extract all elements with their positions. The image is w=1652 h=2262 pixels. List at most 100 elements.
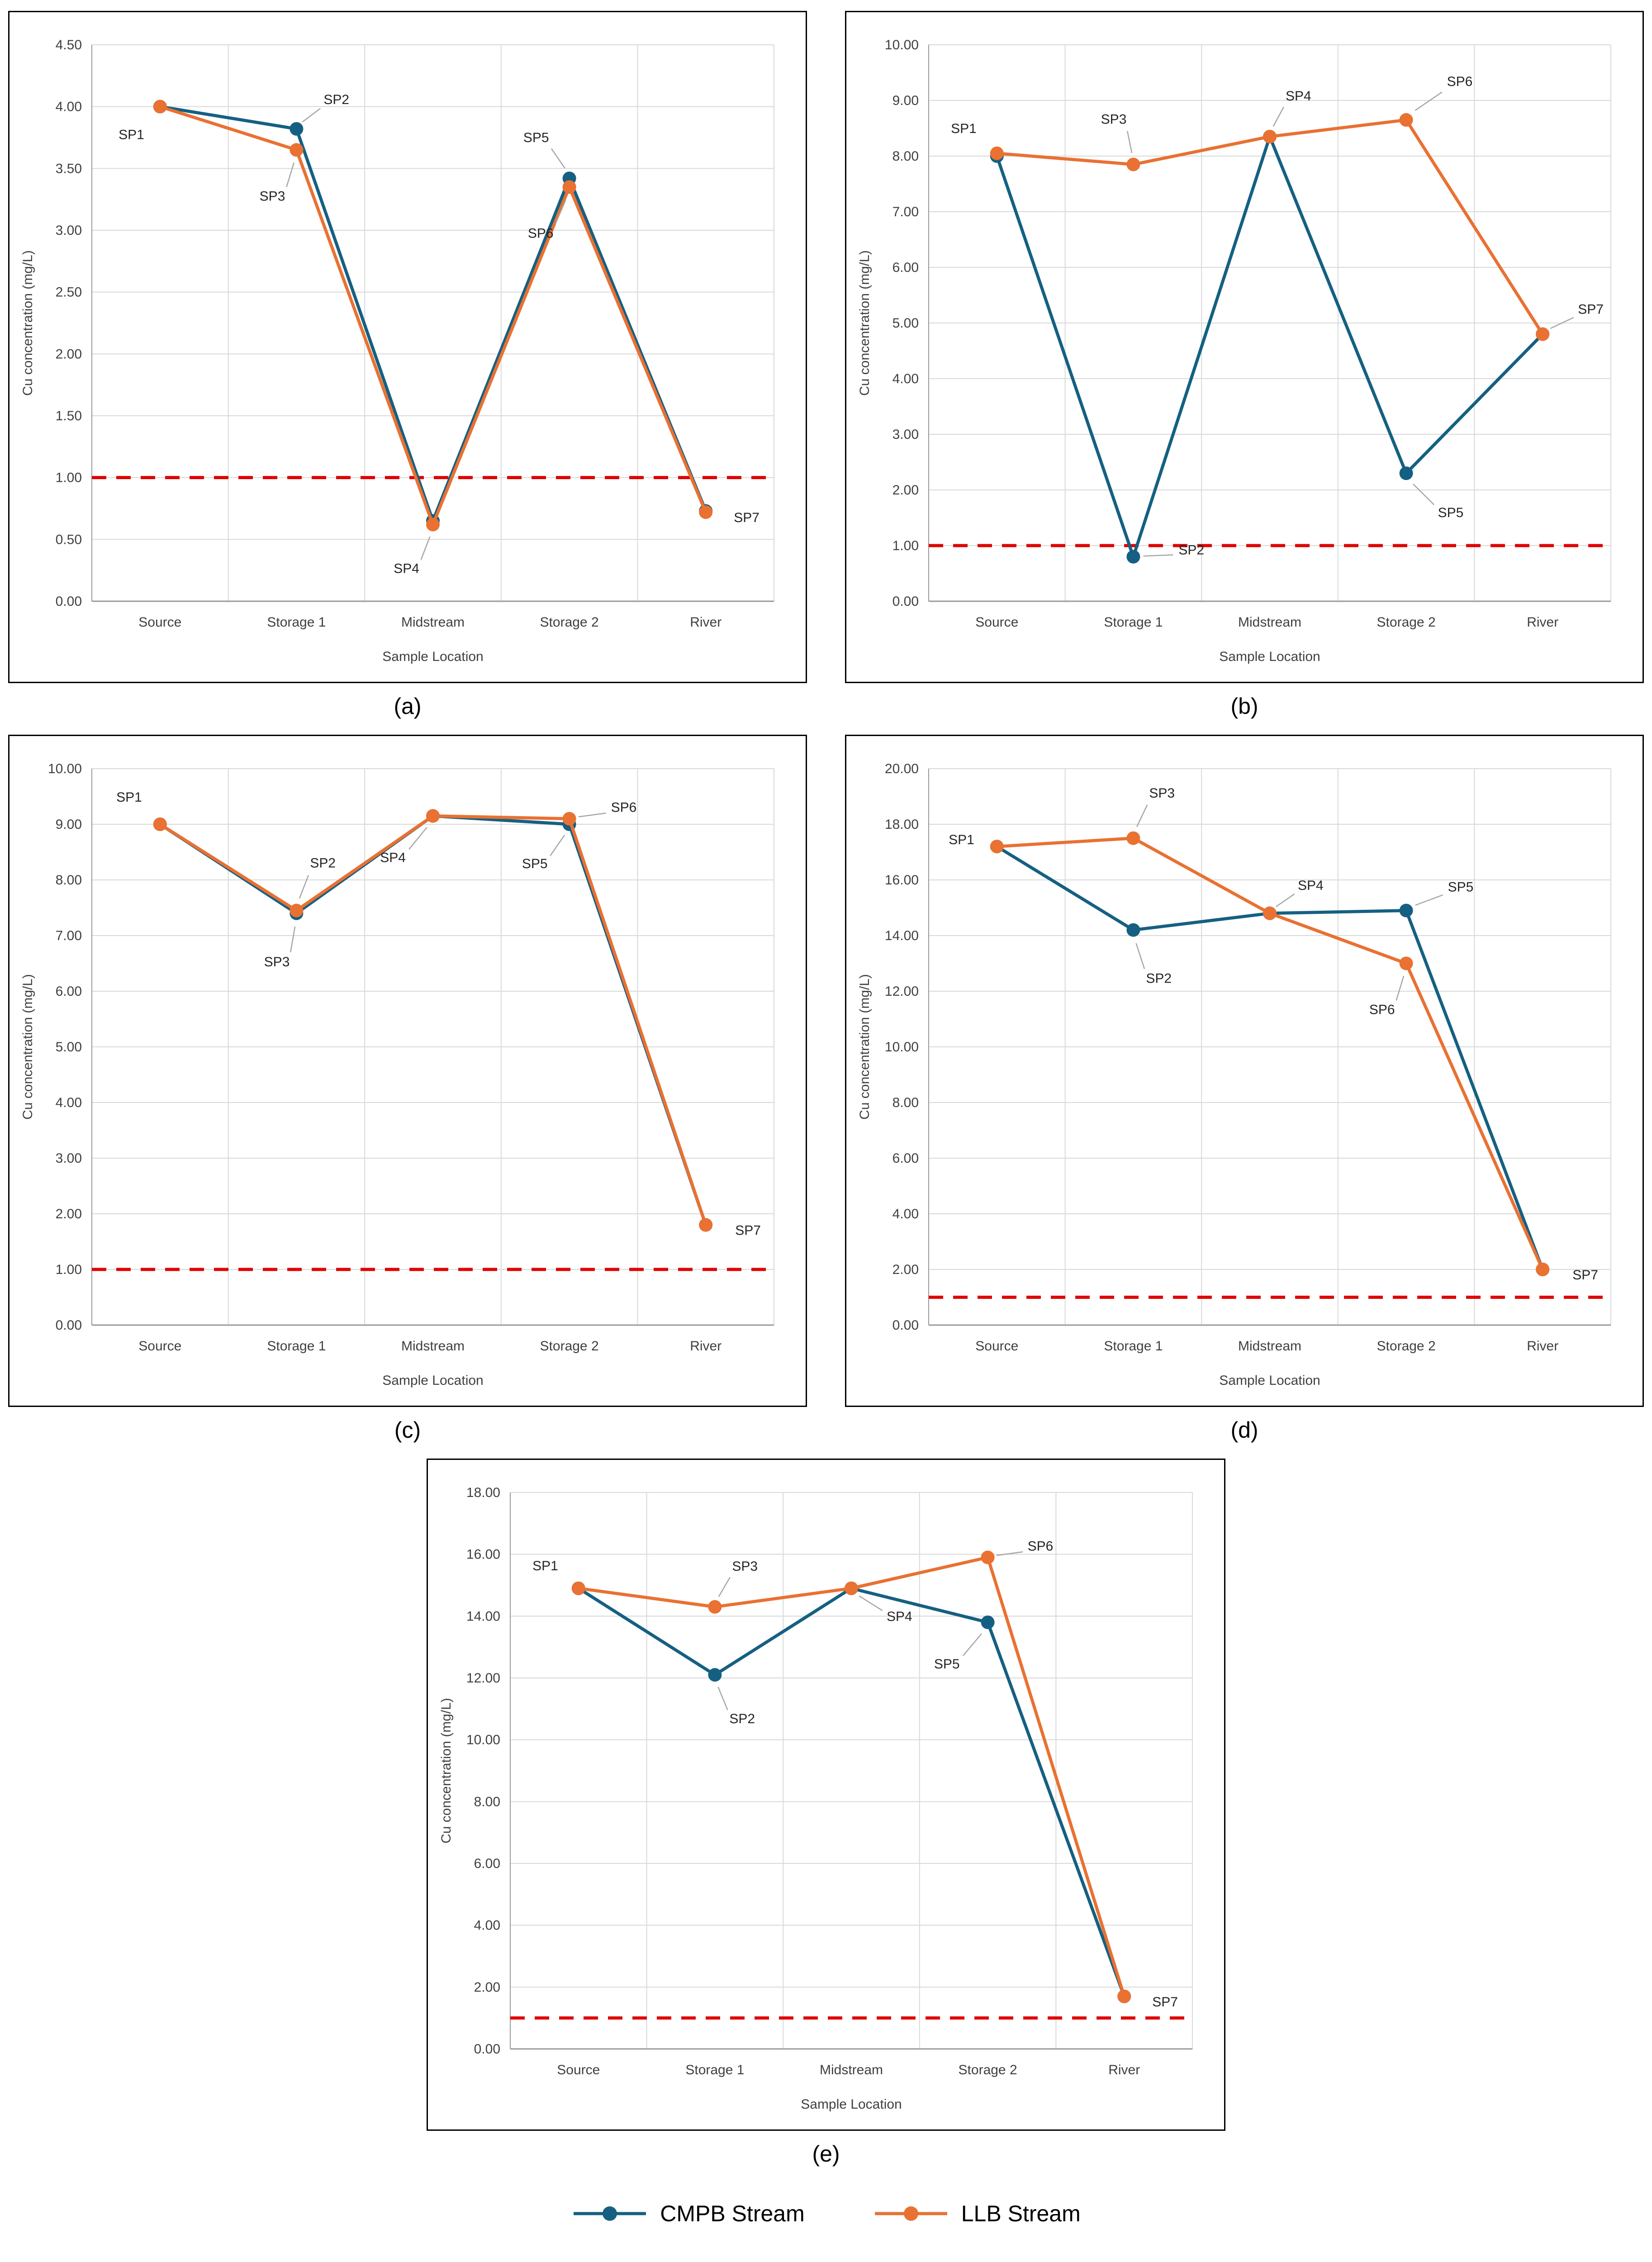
svg-text:Storage 1: Storage 1 [1104,615,1163,630]
svg-text:SP2: SP2 [323,92,349,107]
svg-text:10.00: 10.00 [885,1040,919,1055]
svg-text:SP4: SP4 [887,1609,912,1624]
llb-line-icon [874,2206,947,2221]
chart-b-plot: 0.00 1.00 2.00 3.00 4.00 5.00 6.00 7.00 8.00 9.00… [857,38,1611,664]
svg-text:6.00: 6.00 [892,260,919,275]
svg-text:SP2: SP2 [1146,971,1172,986]
svg-text:SP1: SP1 [949,832,974,847]
svg-text:SP4: SP4 [380,851,406,865]
svg-text:12.00: 12.00 [466,1671,500,1686]
caption-e: (e) [812,2141,840,2167]
svg-text:Storage 1: Storage 1 [1104,1339,1163,1354]
svg-text:6.00: 6.00 [56,984,82,999]
figure-c: 0.00 1.00 2.00 3.00 4.00 5.00 6.00 7.00 8.00 9.00… [8,735,807,1407]
svg-text:8.00: 8.00 [892,149,919,164]
svg-text:0.50: 0.50 [56,532,82,547]
y-axis-title: Cu concentration (mg/L) [20,250,35,396]
x-category-labels: Source Storage 1 Midstream Storage 2 River [138,1339,722,1354]
svg-text:3.50: 3.50 [56,161,82,176]
chart-row-2: 0.00 1.00 2.00 3.00 4.00 5.00 6.00 7.00 8.00 9.00… [0,735,1652,1459]
svg-text:Storage 2: Storage 2 [959,2062,1017,2077]
svg-text:1.00: 1.00 [56,1262,82,1277]
svg-text:Midstream: Midstream [401,615,465,630]
axes [91,45,774,602]
x-axis-title: Sample Location [382,1373,483,1388]
svg-text:SP6: SP6 [611,800,637,815]
y-tick-labels: 0.00 1.00 2.00 3.00 4.00 5.00 6.00 7.00 8.00 9.00… [885,38,919,609]
svg-text:9.00: 9.00 [56,817,82,832]
x-axis-title: Sample Location [1219,1373,1320,1388]
figure-col-c: 0.00 1.00 2.00 3.00 4.00 5.00 6.00 7.00 8.00 9.00… [8,735,807,1459]
svg-text:Storage 2: Storage 2 [540,1339,599,1354]
svg-text:SP7: SP7 [735,1223,761,1238]
svg-text:2.00: 2.00 [56,1207,82,1221]
x-axis-title: Sample Location [382,649,483,664]
svg-text:SP7: SP7 [1152,1995,1178,2010]
figure-b: 0.00 1.00 2.00 3.00 4.00 5.00 6.00 7.00 8.00 9.00… [845,11,1644,683]
svg-text:3.00: 3.00 [56,223,82,238]
point-annotations: SP1 SP3 SP2 SP4 SP6 SP5 SP7 [951,74,1604,558]
figure-a: 0.00 0.50 1.00 1.50 2.00 2.50 3.00 3.50 4.00 4.50… [8,11,807,683]
svg-text:SP3: SP3 [1149,786,1175,801]
x-category-labels: Source Storage 1 Midstream Storage 2 River [975,1339,1558,1354]
chart-d-plot: 0.00 2.00 4.00 6.00 8.00 10.00 12.00 14.00 16.00… [857,761,1611,1388]
svg-text:Midstream: Midstream [1238,615,1301,630]
y-tick-labels: 0.00 2.00 4.00 6.00 8.00 10.00 12.00 14.00 16.00… [466,1485,500,2057]
y-tick-labels: 0.00 2.00 4.00 6.00 8.00 10.00 12.00 14.00 16.00… [885,761,919,1333]
svg-text:4.00: 4.00 [56,100,82,114]
svg-text:SP6: SP6 [1028,1539,1054,1554]
y-tick-labels: 0.00 1.00 2.00 3.00 4.00 5.00 6.00 7.00 8.00 9.00… [48,761,82,1333]
svg-text:1.50: 1.50 [56,409,82,423]
legend: CMPB Stream LLB Stream [0,2200,1652,2227]
x-category-labels: Source Storage 1 Midstream Storage 2 River [975,615,1558,630]
chart-a-plot: 0.00 0.50 1.00 1.50 2.00 2.50 3.00 3.50 4.00 4.50… [20,38,774,664]
svg-text:SP4: SP4 [1286,89,1311,104]
gridlines [510,1492,1193,2049]
svg-text:River: River [1108,2062,1140,2077]
x-category-labels: Source Storage 1 Midstream Storage 2 River [557,2062,1140,2077]
svg-text:Source: Source [138,615,181,630]
svg-text:8.00: 8.00 [56,873,82,888]
svg-text:SP3: SP3 [732,1559,758,1574]
y-axis-title: Cu concentration (mg/L) [857,974,872,1120]
svg-text:Source: Source [975,615,1018,630]
svg-text:Midstream: Midstream [820,2062,883,2077]
svg-text:2.00: 2.00 [56,347,82,361]
svg-text:Source: Source [975,1339,1018,1354]
cmpb-series [153,100,713,528]
figure-col-b: 0.00 1.00 2.00 3.00 4.00 5.00 6.00 7.00 8.00 9.00… [845,11,1644,735]
svg-text:River: River [690,1339,722,1354]
gridlines [928,44,1611,602]
svg-text:4.50: 4.50 [56,38,82,52]
legend-item-cmpb: CMPB Stream [571,2200,805,2227]
svg-text:SP6: SP6 [528,226,554,241]
svg-text:2.00: 2.00 [892,483,919,498]
svg-text:4.00: 4.00 [892,1207,919,1221]
svg-text:Storage 2: Storage 2 [1377,1339,1436,1354]
svg-text:SP2: SP2 [729,1711,755,1726]
legend-label-cmpb: CMPB Stream [660,2201,805,2226]
figure-col-d: 0.00 2.00 4.00 6.00 8.00 10.00 12.00 14.00 16.00… [845,735,1644,1459]
llb-series [571,1550,1131,2003]
point-annotations: SP1 SP3 SP2 SP4 SP6 SP5 SP7 [532,1539,1178,2010]
svg-text:0.00: 0.00 [56,1318,82,1333]
caption-c: (c) [394,1417,421,1443]
svg-text:16.00: 16.00 [466,1547,500,1562]
svg-text:SP1: SP1 [951,121,977,136]
caption-a: (a) [394,694,422,719]
llb-series [153,100,713,532]
svg-text:9.00: 9.00 [892,93,919,108]
svg-text:8.00: 8.00 [892,1095,919,1110]
svg-text:River: River [690,615,722,630]
y-axis-title: Cu concentration (mg/L) [20,974,35,1120]
svg-text:SP3: SP3 [264,955,290,969]
legend-item-llb: LLB Stream [873,2200,1081,2227]
gridlines [91,768,774,1326]
legend-label-llb: LLB Stream [961,2201,1081,2226]
svg-text:SP5: SP5 [1448,880,1474,895]
svg-text:SP7: SP7 [1572,1268,1598,1283]
svg-text:7.00: 7.00 [892,204,919,219]
svg-text:10.00: 10.00 [885,38,919,52]
svg-text:0.00: 0.00 [892,1318,919,1333]
